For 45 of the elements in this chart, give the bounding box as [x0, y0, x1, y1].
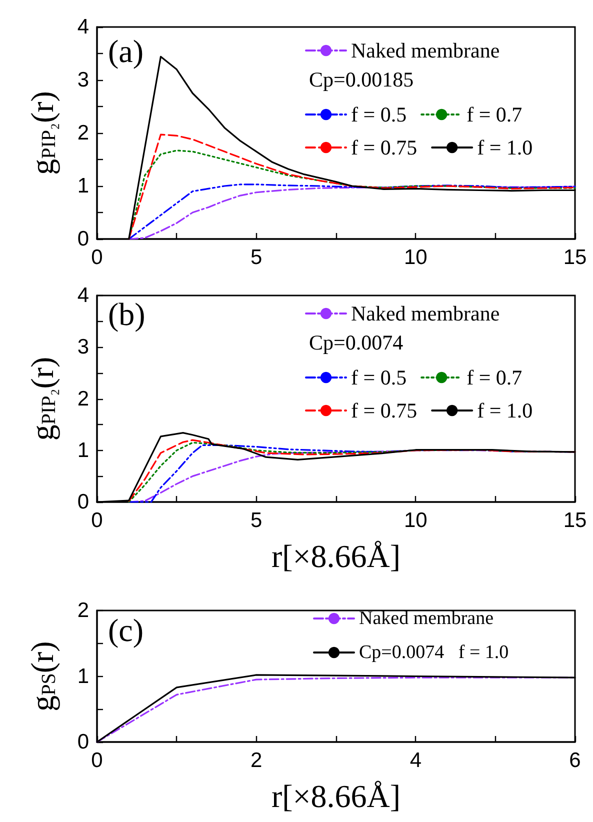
- legend-label: f = 0.7: [466, 102, 522, 126]
- y-tick-label: 0: [77, 490, 89, 514]
- annotation: Cp=0.0074: [309, 330, 404, 354]
- annotation: (c): [108, 612, 144, 648]
- legend-label: f = 0.75: [351, 136, 418, 160]
- x-axis-title: r[×8.66Å]: [271, 778, 401, 814]
- x-tick-label: 15: [563, 246, 587, 269]
- legend-label: f = 0.75: [351, 398, 418, 422]
- legend-label: f = 1.0: [477, 398, 533, 422]
- y-tick-label: 2: [77, 122, 89, 144]
- x-tick-label: 15: [563, 509, 587, 532]
- annotation: (a): [108, 33, 144, 69]
- y-tick-label: 0: [77, 228, 89, 250]
- y-tick-label: 2: [77, 599, 89, 622]
- x-tick-label: 6: [569, 749, 581, 772]
- annotation: Cp=0.00185: [309, 68, 414, 92]
- y-tick-label: 1: [77, 438, 89, 462]
- legend-label: f = 1.0: [477, 136, 533, 160]
- y-axis-title: gPS(r): [24, 641, 60, 712]
- y-tick-label: 4: [77, 284, 90, 307]
- x-axis-title: r[×8.66Å]: [271, 538, 401, 574]
- legend-label: Cp=0.0074 f = 1.0: [359, 642, 509, 663]
- annotation: (b): [108, 296, 146, 332]
- y-tick-label: 0: [77, 730, 89, 754]
- y-tick-label: 3: [77, 68, 89, 92]
- y-tick-label: 1: [77, 664, 89, 688]
- x-tick-label: 2: [250, 749, 262, 772]
- y-tick-label: 2: [77, 387, 89, 410]
- x-tick-label: 4: [410, 749, 422, 772]
- y-axis-title: gPIP₂(r): [24, 91, 60, 175]
- legend-label: Naked membrane: [359, 608, 494, 629]
- legend-label: f = 0.7: [466, 366, 522, 390]
- x-tick-label: 5: [250, 509, 262, 532]
- x-tick-label: 10: [404, 246, 428, 269]
- x-tick-label: 5: [250, 246, 262, 269]
- y-tick-label: 1: [77, 174, 89, 198]
- line-series: [128, 134, 576, 240]
- legend-label: f = 0.5: [351, 102, 407, 126]
- legend-label: Naked membrane: [351, 302, 500, 326]
- legend-label: f = 0.5: [351, 366, 407, 390]
- x-tick-label: 10: [404, 509, 428, 532]
- legend-label: Naked membrane: [351, 38, 500, 62]
- y-axis-title: gPIP₂(r): [24, 356, 60, 441]
- y-tick-label: 3: [77, 336, 89, 359]
- y-tick-label: 4: [77, 16, 90, 38]
